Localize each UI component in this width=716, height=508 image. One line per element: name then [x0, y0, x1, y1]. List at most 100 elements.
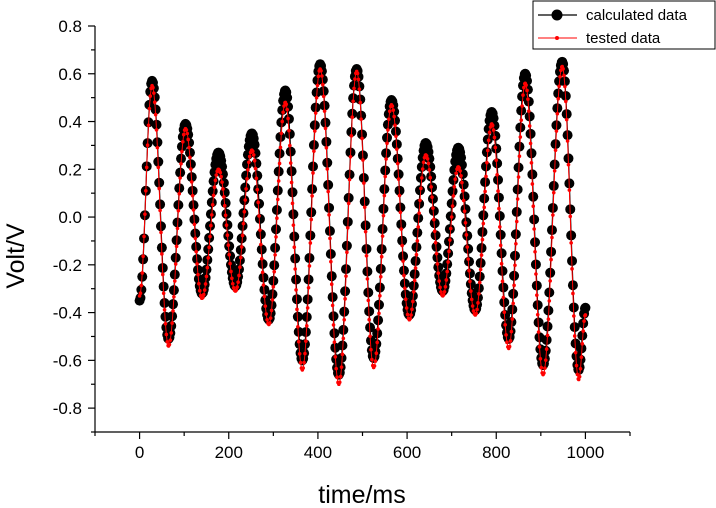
tested-point: [358, 100, 363, 105]
tested-point: [201, 292, 206, 297]
tested-point: [263, 304, 268, 308]
tested-point: [323, 126, 328, 131]
tested-point: [454, 171, 458, 176]
tested-point: [314, 95, 319, 100]
tested-point: [288, 161, 293, 165]
tested-point: [420, 167, 425, 171]
tested-point: [477, 280, 482, 285]
tested-point: [385, 141, 389, 146]
tested-point: [328, 236, 332, 241]
tested-point: [302, 360, 306, 365]
tested-point: [545, 333, 550, 338]
tested-point: [329, 282, 334, 286]
tested-point: [201, 295, 205, 300]
tested-point: [344, 274, 348, 278]
tested-point: [273, 253, 277, 257]
tested-point: [226, 243, 231, 247]
calculated-point: [218, 177, 229, 188]
calculated-point: [495, 229, 506, 240]
tested-point: [398, 210, 403, 215]
tested-point: [569, 241, 573, 245]
calculated-point: [540, 345, 551, 356]
tested-point: [571, 291, 575, 296]
tested-point: [384, 157, 388, 161]
tested-point: [474, 311, 478, 316]
tested-point: [401, 259, 405, 263]
tested-point: [514, 219, 519, 224]
calculated-point: [488, 113, 499, 124]
tested-point: [486, 138, 491, 143]
calculated-point: [274, 148, 285, 159]
tested-point: [418, 198, 422, 203]
tested-point: [261, 283, 266, 287]
tested-point: [254, 176, 259, 181]
tested-point: [237, 273, 241, 278]
tested-point: [505, 340, 509, 345]
tested-point: [411, 289, 416, 294]
tested-point: [414, 252, 419, 257]
calculated-point: [389, 106, 400, 117]
tested-point: [179, 161, 183, 166]
tested-point: [463, 220, 468, 225]
tested-point: [378, 293, 382, 298]
calculated-point: [259, 284, 270, 295]
tested-point: [138, 291, 143, 296]
tested-point: [173, 262, 178, 266]
y-tick-label: -0.6: [53, 351, 82, 370]
calculated-point: [412, 227, 423, 238]
calculated-point: [515, 122, 526, 133]
tested-point: [510, 317, 515, 321]
legend-calculated-marker: [551, 9, 563, 21]
tested-point: [367, 317, 371, 322]
legend-calculated-label: calculated data: [586, 7, 688, 24]
tested-point: [342, 317, 347, 322]
tested-point: [195, 262, 199, 266]
tested-point: [168, 338, 173, 342]
calculated-point: [480, 177, 491, 188]
tested-point: [297, 351, 302, 356]
tested-point: [303, 351, 307, 356]
tested-point: [484, 174, 488, 179]
tested-point: [519, 118, 524, 122]
tested-point: [553, 148, 558, 153]
tested-point: [155, 145, 160, 150]
tested-point: [349, 134, 354, 138]
tested-point: [441, 293, 446, 297]
tested-point: [524, 83, 528, 87]
tested-point: [377, 311, 381, 316]
tested-point: [164, 332, 169, 337]
tested-point: [333, 355, 338, 359]
tested-point: [245, 176, 249, 181]
tested-point: [244, 187, 248, 191]
calculated-point: [499, 297, 510, 308]
calculated-point: [208, 176, 219, 187]
tested-point: [453, 177, 458, 182]
calculated-point: [459, 191, 470, 202]
calculated-point: [255, 229, 266, 240]
tested-point: [399, 227, 404, 231]
tested-point: [443, 284, 448, 289]
calculated-point: [430, 230, 441, 241]
tested-point: [556, 96, 561, 101]
tested-point: [206, 256, 211, 260]
tested-point: [251, 153, 256, 157]
calculated-point: [293, 326, 304, 337]
tested-point: [546, 317, 551, 321]
calculated-point: [472, 292, 483, 303]
y-tick-label: -0.2: [53, 256, 82, 275]
tested-point: [534, 272, 538, 276]
calculated-point: [414, 198, 425, 209]
calculated-point: [407, 290, 418, 301]
tested-point: [461, 198, 466, 203]
tested-point: [305, 306, 310, 310]
tested-point: [426, 161, 431, 166]
tested-point: [151, 85, 155, 90]
tested-point: [527, 124, 532, 128]
tested-point: [228, 261, 232, 266]
tested-point: [220, 180, 224, 184]
tested-point: [402, 273, 406, 278]
calculated-point: [300, 327, 311, 338]
tested-point: [483, 189, 487, 194]
tested-point: [147, 106, 152, 111]
